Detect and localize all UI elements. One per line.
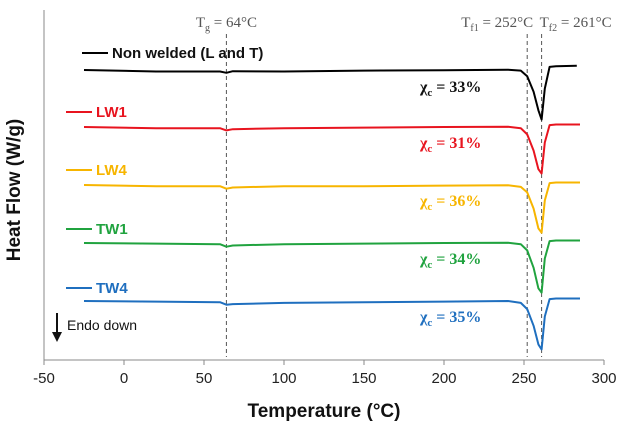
legend-label: Non welded (L and T): [112, 45, 263, 62]
series-line-lw1: [83, 123, 580, 175]
x-tick-label: 250: [511, 370, 536, 387]
crystallinity-label: χc = 33%: [419, 79, 481, 99]
legend-label: TW1: [96, 221, 128, 238]
plot-frame: [43, 10, 604, 361]
series-line-tw4: [83, 297, 580, 351]
endo-down-arrow-head: [52, 332, 62, 342]
series-group: Non welded (L and T) χc = 33% LW1 χc = 31% L…: [66, 45, 580, 351]
crystallinity-label: χc = 35%: [419, 309, 481, 329]
x-axis-title: Temperature (°C): [248, 401, 401, 422]
series-line-non: [83, 64, 577, 121]
vertical-line-label-g: Tg = 64°C: [196, 15, 257, 34]
x-tick-label: 0: [120, 370, 128, 387]
crystallinity-label: χc = 31%: [419, 135, 481, 155]
x-tick-label: 200: [431, 370, 456, 387]
legend-label: LW4: [96, 162, 127, 179]
vertical-line-label-f1: Tf1 = 252°C: [461, 15, 533, 34]
x-tick-label: -50: [33, 370, 55, 387]
legend-label: LW1: [96, 104, 127, 121]
crystallinity-label: χc = 34%: [419, 251, 481, 271]
vertical-line-label-f2: Tf2 = 261°C: [540, 15, 612, 34]
x-ticks: -50 0 50 100 150 200 250 300: [33, 360, 617, 387]
x-tick-label: 300: [591, 370, 616, 387]
series-line-lw4: [83, 181, 580, 234]
x-tick-label: 150: [351, 370, 376, 387]
x-tick-label: 50: [196, 370, 213, 387]
x-tick-label: 100: [271, 370, 296, 387]
endo-annotation: Endo down: [52, 313, 137, 342]
crystallinity-label: χc = 36%: [419, 193, 481, 213]
legend-label: TW4: [96, 280, 128, 297]
y-axis-title: Heat Flow (W/g): [4, 119, 25, 261]
endo-down-label: Endo down: [67, 317, 137, 333]
series-line-tw1: [83, 239, 580, 294]
vertical-reference-lines: Tg = 64°C Tf1 = 252°C Tf2 = 261°C: [196, 15, 612, 357]
